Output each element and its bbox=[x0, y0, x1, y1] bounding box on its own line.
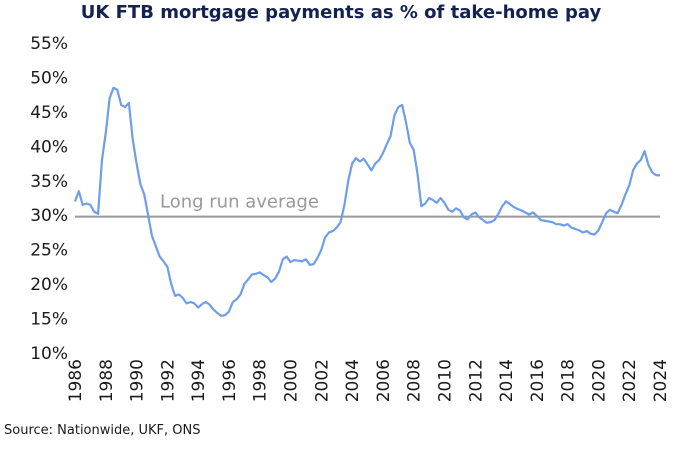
y-tick-label: 45% bbox=[30, 103, 68, 123]
y-tick-label: 10% bbox=[30, 344, 68, 364]
x-tick-label: 1986 bbox=[66, 359, 86, 402]
y-tick-label: 30% bbox=[30, 206, 68, 226]
y-tick-label: 35% bbox=[30, 172, 68, 192]
x-tick-label: 2002 bbox=[312, 359, 332, 402]
x-tick-label: 2020 bbox=[589, 359, 609, 402]
x-tick-label: 2018 bbox=[559, 359, 579, 402]
x-tick-label: 2022 bbox=[620, 359, 640, 402]
x-tick-label: 2024 bbox=[651, 359, 671, 402]
x-tick-label: 2014 bbox=[497, 359, 517, 402]
y-tick-label: 50% bbox=[30, 68, 68, 88]
x-tick-label: 1996 bbox=[220, 359, 240, 402]
y-tick-label: 55% bbox=[30, 34, 68, 54]
x-tick-label: 2008 bbox=[405, 359, 425, 402]
chart-title: UK FTB mortgage payments as % of take-ho… bbox=[81, 2, 602, 23]
x-tick-label: 2000 bbox=[282, 359, 302, 402]
y-tick-label: 15% bbox=[30, 310, 68, 330]
x-tick-label: 2010 bbox=[435, 359, 455, 402]
x-tick-label: 2016 bbox=[528, 359, 548, 402]
x-tick-label: 1998 bbox=[251, 359, 271, 402]
x-tick-label: 2012 bbox=[466, 359, 486, 402]
y-tick-label: 20% bbox=[30, 275, 68, 295]
y-tick-label: 25% bbox=[30, 241, 68, 261]
x-tick-label: 1994 bbox=[189, 359, 209, 402]
x-tick-label: 2004 bbox=[343, 359, 363, 402]
data-line bbox=[73, 86, 660, 317]
x-tick-label: 1988 bbox=[97, 359, 117, 402]
source-note: Source: Nationwide, UKF, ONS bbox=[4, 423, 201, 438]
reference-label: Long run average bbox=[160, 192, 319, 213]
x-tick-label: 2006 bbox=[374, 359, 394, 402]
x-tick-label: 1990 bbox=[128, 359, 148, 402]
x-tick-label: 1992 bbox=[158, 359, 178, 402]
y-tick-label: 40% bbox=[30, 137, 68, 157]
